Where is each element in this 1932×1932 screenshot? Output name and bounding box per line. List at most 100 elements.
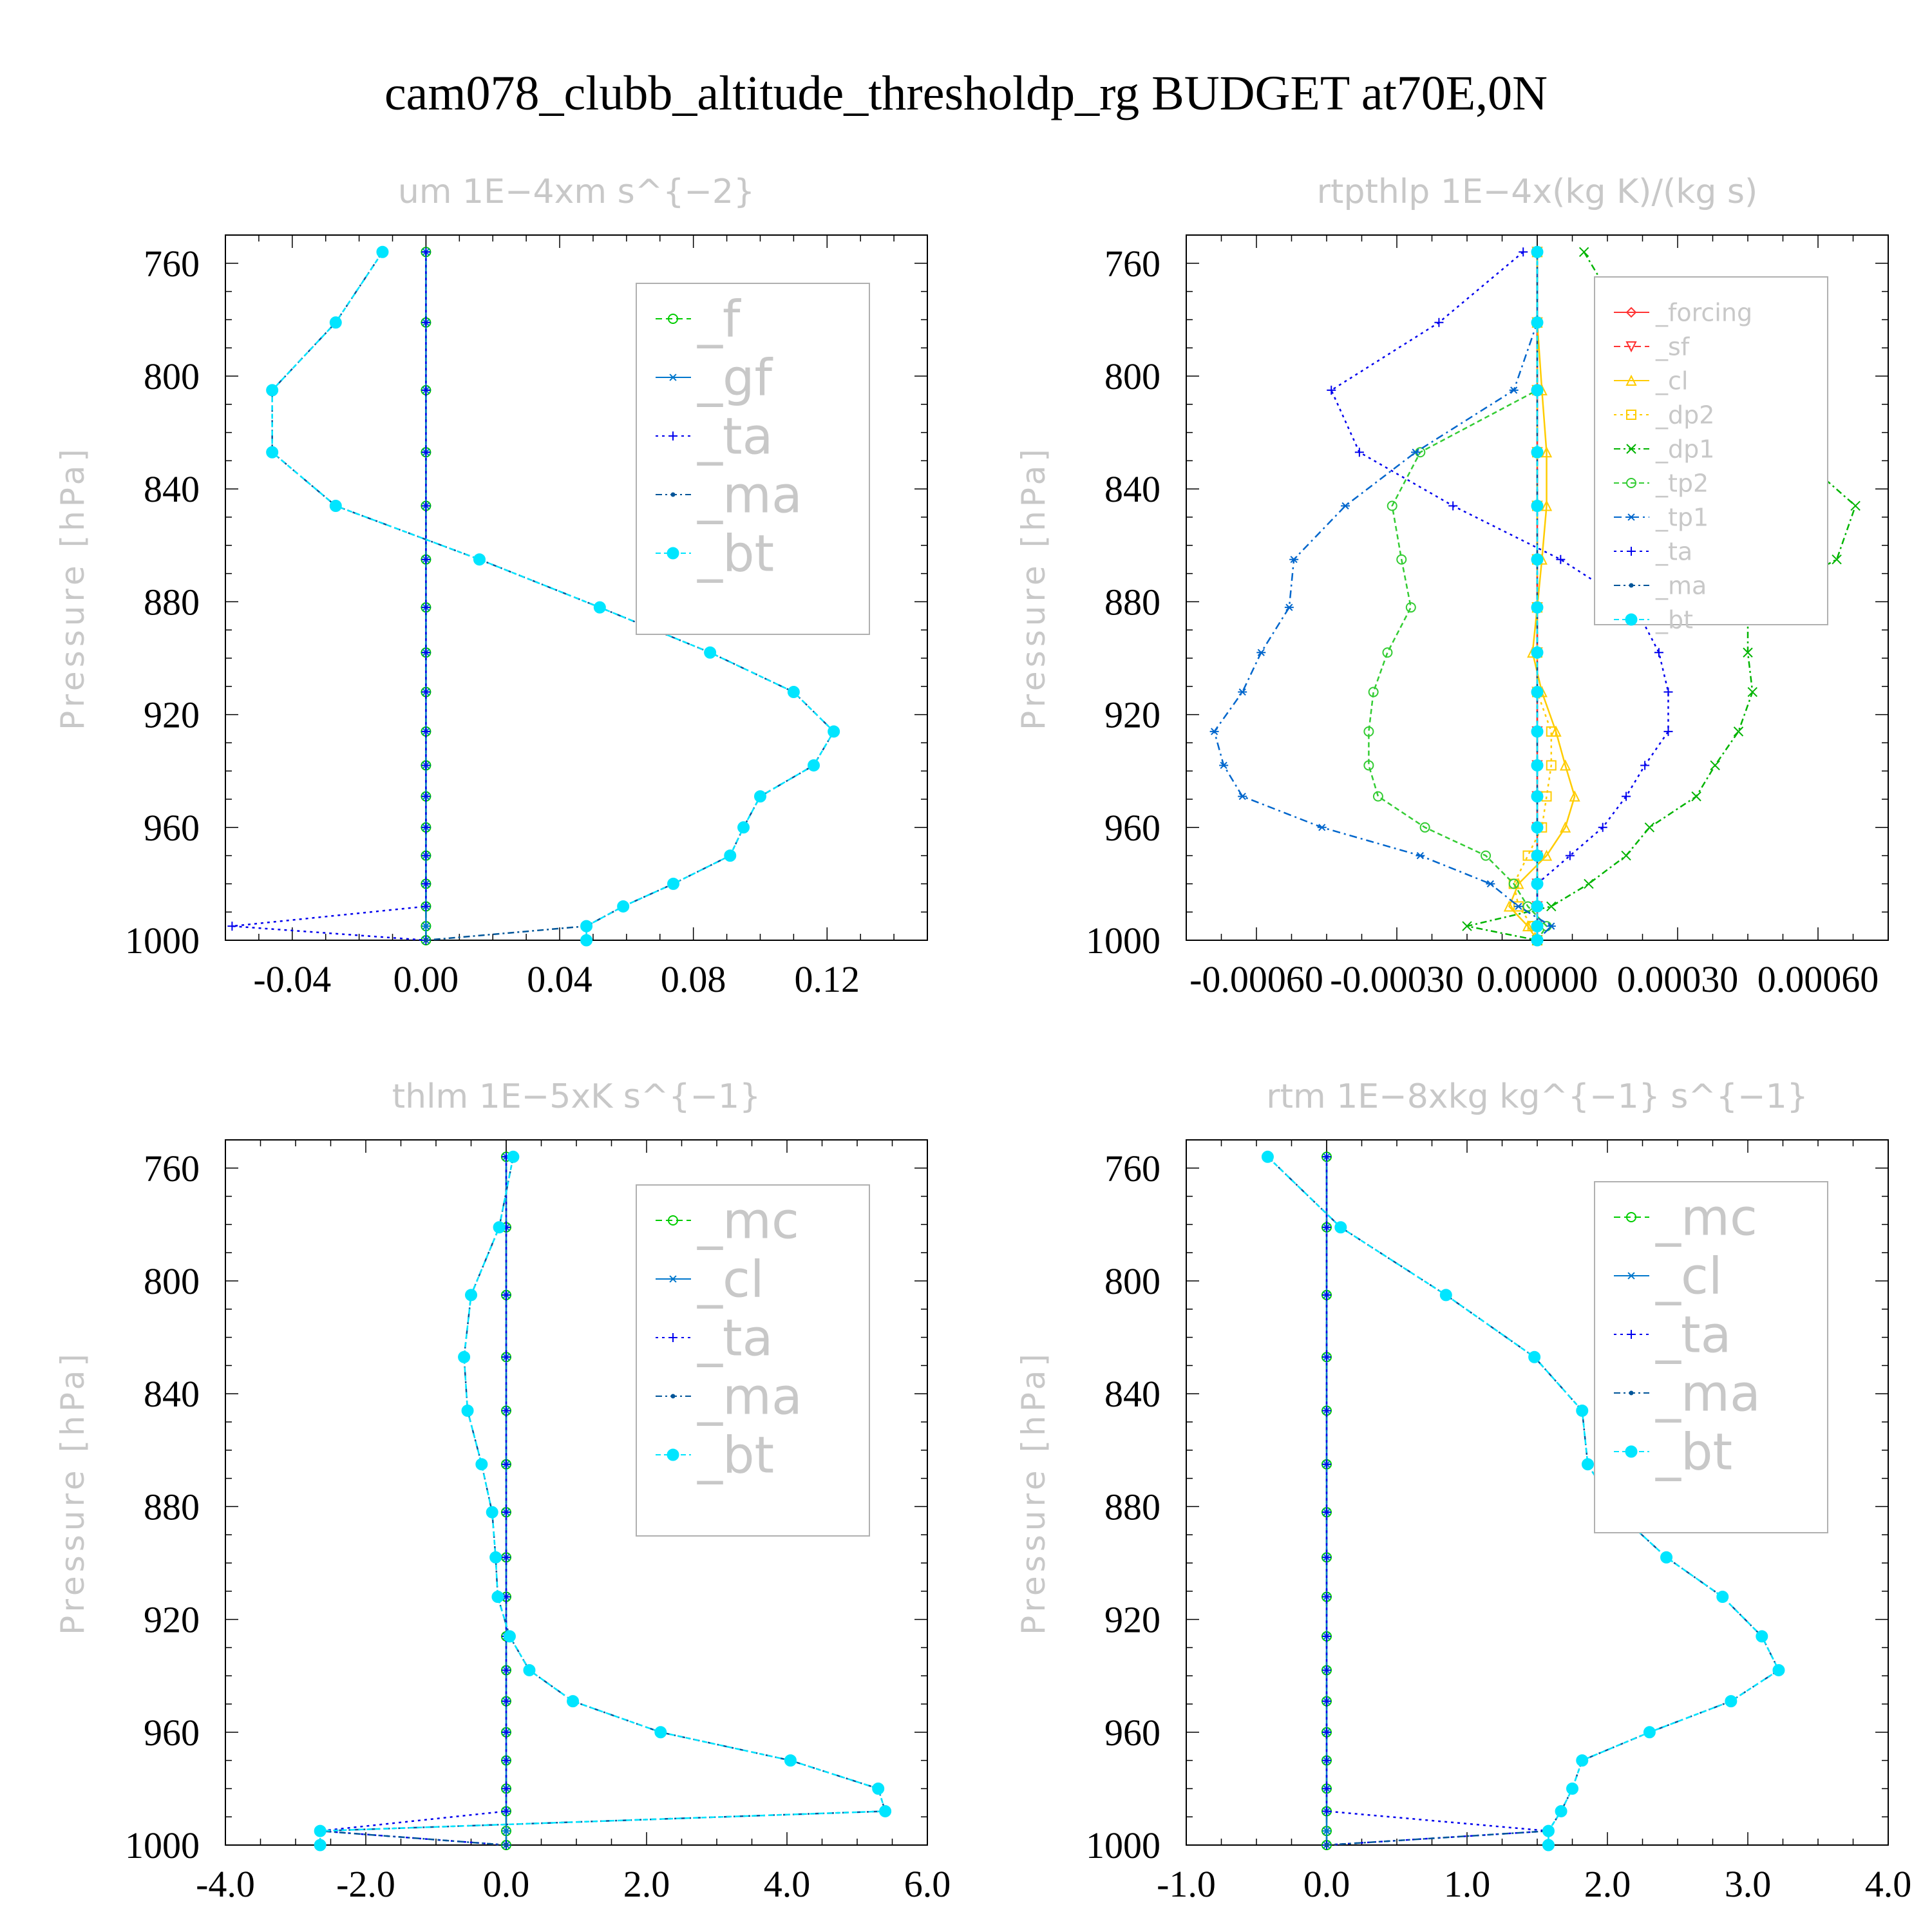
data-point	[1546, 922, 1556, 930]
data-point	[502, 1696, 511, 1706]
data-point	[1322, 1665, 1331, 1675]
legend-label: _bt	[1655, 1423, 1732, 1481]
legend-marker	[1627, 1330, 1636, 1339]
data-point	[1569, 790, 1580, 802]
y-tick-label: 760	[1104, 243, 1160, 285]
data-point	[1581, 1458, 1594, 1471]
series-ta	[316, 1152, 511, 1850]
x-tick-label: 0.0	[1303, 1863, 1350, 1905]
legend-label: _ta	[697, 1309, 773, 1367]
data-point	[502, 1727, 511, 1737]
data-point	[314, 1839, 327, 1852]
data-point	[1261, 1150, 1274, 1163]
data-point	[423, 938, 428, 943]
legend-marker	[668, 374, 677, 381]
panel-title: thlm 1E−5xK s^{−1}	[392, 1077, 761, 1116]
legend-label: _ta	[1655, 537, 1692, 565]
data-point	[1743, 647, 1753, 658]
legend-label: _bt	[697, 525, 774, 583]
data-point	[1322, 1459, 1331, 1469]
data-point	[1531, 553, 1544, 566]
data-point	[1540, 849, 1553, 861]
legend: _mc_cl_ta_ma_bt	[636, 1184, 870, 1537]
legend-marker	[1625, 1445, 1638, 1458]
data-point	[1542, 1839, 1555, 1852]
x-tick-label: 0.04	[527, 958, 592, 1000]
series-line	[320, 1157, 507, 1846]
data-point	[1576, 1404, 1589, 1417]
data-point	[473, 553, 486, 566]
y-tick-label: 920	[1104, 1599, 1160, 1641]
plot-frame	[225, 1139, 928, 1846]
data-point	[1382, 647, 1393, 658]
y-axis-label: Pressure [hPa]	[54, 445, 91, 730]
legend-marker	[668, 1333, 677, 1342]
series-tp1	[1209, 248, 1556, 944]
data-point	[465, 1289, 477, 1302]
data-point	[503, 1630, 516, 1643]
data-point	[266, 384, 279, 397]
y-tick-label: 880	[1104, 581, 1160, 623]
data-point	[1416, 851, 1425, 860]
y-tick-label: 960	[1104, 1712, 1160, 1754]
data-point	[504, 1842, 509, 1848]
data-point	[458, 1350, 471, 1363]
legend: _f_gf_ta_ma_bt	[636, 283, 870, 635]
series-line	[1513, 252, 1553, 941]
data-point	[1317, 824, 1327, 831]
data-point	[1531, 759, 1544, 772]
data-point	[486, 1506, 498, 1519]
chart-panel-3: thlm 1E−5xK s^{−1} Pressure [hPa] -4.0 -2.0…	[54, 1077, 951, 1905]
data-point	[502, 1784, 511, 1794]
legend-marker	[1625, 613, 1638, 626]
data-point	[421, 603, 431, 612]
data-point	[1322, 1352, 1331, 1362]
data-point	[1531, 821, 1544, 834]
y-tick-label: 960	[144, 1712, 200, 1754]
x-tick-label: 4.0	[1865, 1863, 1912, 1905]
data-point	[502, 1806, 511, 1816]
legend-label: _dp1	[1655, 435, 1714, 463]
data-point	[1238, 688, 1247, 696]
data-point	[421, 791, 431, 801]
legend-marker	[668, 1215, 678, 1226]
data-point	[1531, 384, 1544, 397]
data-point	[1584, 878, 1594, 889]
data-point	[461, 1404, 474, 1417]
data-point	[502, 1827, 511, 1835]
data-point	[1540, 446, 1553, 458]
data-point	[421, 554, 431, 564]
data-point	[421, 761, 431, 770]
x-tick-label: 4.0	[764, 1863, 811, 1905]
data-point	[1322, 1784, 1331, 1794]
y-axis-label: Pressure [hPa]	[1015, 1350, 1052, 1635]
x-tick-label: -1.0	[1157, 1863, 1216, 1905]
data-point	[502, 1508, 511, 1517]
data-point	[1598, 822, 1607, 832]
legend-label: _f	[697, 290, 741, 348]
data-point	[1644, 822, 1655, 833]
y-tick-label: 1000	[125, 920, 200, 961]
legend-label: _mc	[1655, 1189, 1757, 1247]
legend-label: _cl	[697, 1251, 764, 1309]
data-point	[1772, 1663, 1785, 1676]
x-tick-label: 1.0	[1444, 1863, 1491, 1905]
data-point	[502, 1406, 511, 1416]
series-line	[1368, 252, 1548, 941]
legend-marker	[1625, 341, 1637, 353]
data-point	[502, 1290, 511, 1300]
legend-box	[636, 283, 870, 635]
data-point	[1725, 1695, 1738, 1708]
legend-label: _tp1	[1655, 503, 1709, 531]
data-point	[1322, 1290, 1331, 1300]
data-point	[421, 879, 431, 889]
data-point	[1566, 1782, 1578, 1795]
legend-label: _ta	[1655, 1306, 1731, 1364]
legend-marker	[1626, 410, 1636, 420]
data-point	[1531, 686, 1544, 699]
legend-box	[1594, 1181, 1828, 1533]
x-tick-label: -4.0	[196, 1863, 255, 1905]
legend-label: _bt	[1655, 605, 1693, 634]
panel-title: um 1E−4xm s^{−2}	[398, 173, 755, 211]
